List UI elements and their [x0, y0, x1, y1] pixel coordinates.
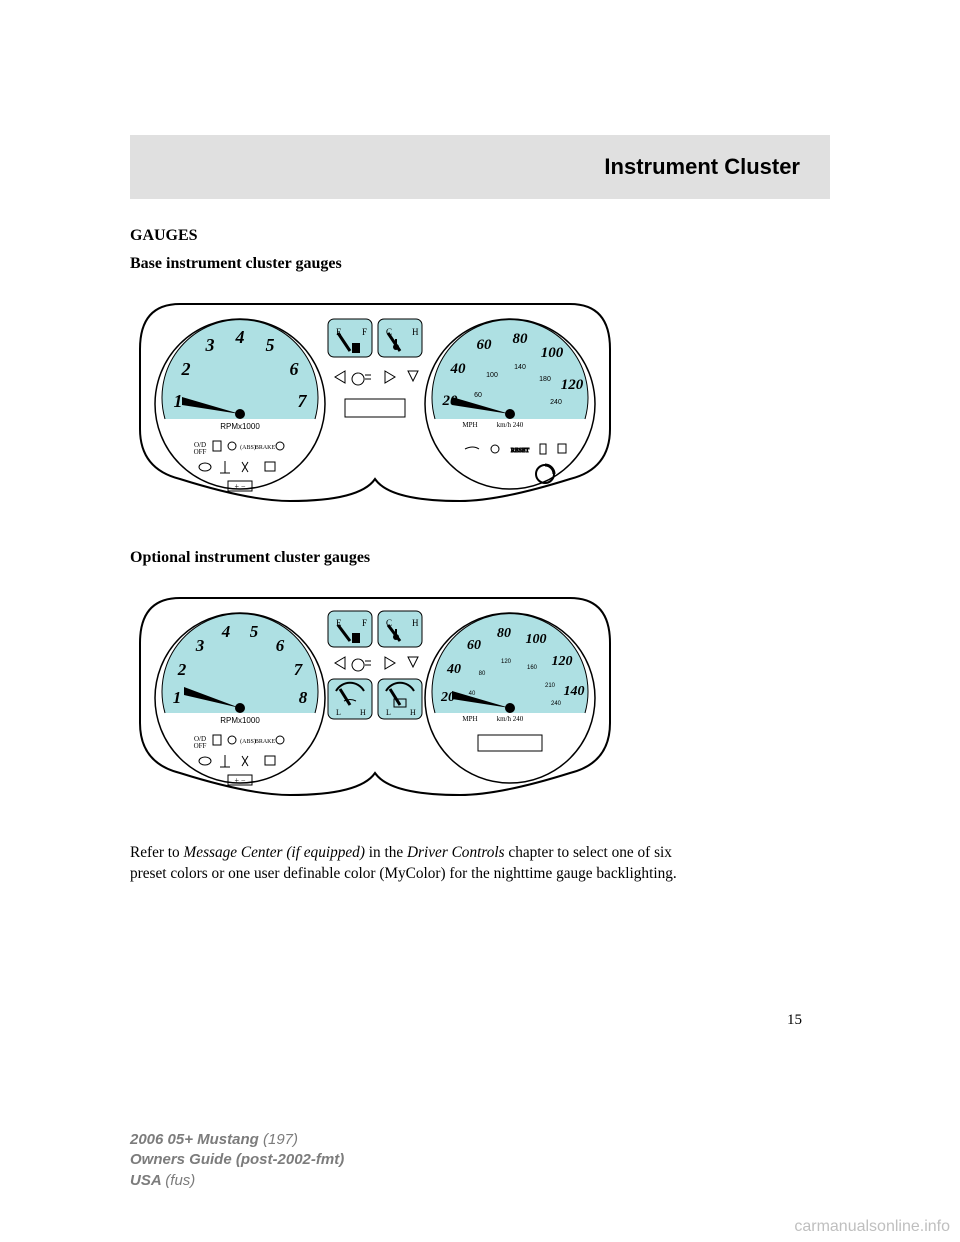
footer-model: 2006 05+ Mustang [130, 1131, 263, 1148]
text-msg-center: Message Center (if equipped) [184, 844, 365, 861]
svg-text:140: 140 [564, 684, 585, 699]
svg-text:160: 160 [527, 665, 538, 671]
svg-text:F: F [362, 618, 367, 628]
base-cluster-svg: 1 2 3 4 5 6 7 RPMx1000 O/DOFF (ABS) [130, 289, 620, 509]
svg-text:3: 3 [195, 636, 205, 655]
page-content: Instrument Cluster GAUGES Base instrumen… [0, 0, 960, 884]
temp-gauge: C H [378, 319, 422, 357]
svg-text:240: 240 [550, 399, 562, 406]
svg-text:80: 80 [497, 626, 511, 641]
subheading-optional: Optional instrument cluster gauges [130, 549, 830, 567]
svg-text:+ −: + − [234, 776, 246, 785]
section-heading-gauges: GAUGES [130, 227, 830, 245]
svg-text:100: 100 [486, 372, 498, 379]
svg-text:180: 180 [539, 376, 551, 383]
svg-text:RESET: RESET [511, 448, 530, 454]
svg-text:1: 1 [173, 688, 182, 707]
svg-text:H: H [412, 618, 419, 628]
svg-text:80: 80 [479, 671, 486, 677]
text-in-the: in the [365, 844, 407, 861]
figure-base-cluster: 1 2 3 4 5 6 7 RPMx1000 O/DOFF (ABS) [130, 289, 830, 509]
svg-text:120: 120 [552, 654, 573, 669]
svg-text:OFF: OFF [194, 448, 207, 456]
svg-text:120: 120 [501, 659, 512, 665]
svg-text:H: H [410, 708, 416, 717]
subheading-base: Base instrument cluster gauges [130, 255, 830, 273]
odometer-display [345, 399, 405, 417]
svg-text:100: 100 [526, 632, 547, 647]
svg-text:F: F [362, 327, 367, 337]
optional-cluster-svg: 1 2 3 4 5 6 7 8 RPMx1000 O/DOFF (ABS) [130, 583, 620, 803]
svg-text:(ABS): (ABS) [240, 444, 256, 451]
figure-optional-cluster: 1 2 3 4 5 6 7 8 RPMx1000 O/DOFF (ABS) [130, 583, 830, 803]
svg-text:40: 40 [469, 691, 476, 697]
svg-text:140: 140 [514, 364, 526, 371]
footer-region: USA [130, 1172, 165, 1189]
svg-text:BRAKE: BRAKE [255, 739, 276, 745]
footer-region-code: (fus) [165, 1172, 195, 1189]
svg-text:5: 5 [266, 335, 275, 355]
temp-gauge: C H [378, 611, 422, 647]
svg-text:km/h 240: km/h 240 [497, 715, 524, 723]
svg-text:BRAKE: BRAKE [255, 445, 276, 451]
svg-text:(ABS): (ABS) [240, 738, 256, 745]
body-paragraph: Refer to Message Center (if equipped) in… [130, 843, 690, 884]
svg-text:120: 120 [561, 377, 584, 393]
svg-text:80: 80 [513, 331, 529, 347]
svg-text:60: 60 [467, 638, 481, 653]
text-refer: Refer to [130, 844, 184, 861]
footer-block: 2006 05+ Mustang (197) Owners Guide (pos… [130, 1130, 344, 1191]
svg-text:H: H [412, 327, 419, 337]
svg-text:40: 40 [446, 662, 461, 677]
svg-text:210: 210 [545, 683, 556, 689]
svg-text:+ −: + − [234, 482, 246, 491]
svg-text:60: 60 [477, 337, 493, 353]
fuel-gauge: E F [328, 319, 372, 357]
svg-text:7: 7 [298, 391, 308, 411]
text-driver-controls: Driver Controls [407, 844, 505, 861]
svg-text:8: 8 [299, 688, 308, 707]
svg-text:4: 4 [235, 327, 245, 347]
svg-text:6: 6 [290, 359, 299, 379]
svg-text:2: 2 [181, 359, 191, 379]
chapter-title: Instrument Cluster [604, 154, 800, 180]
svg-text:2: 2 [177, 660, 187, 679]
svg-text:100: 100 [541, 345, 564, 361]
fuel-gauge: E F [328, 611, 372, 647]
svg-text:240: 240 [551, 701, 562, 707]
svg-text:L: L [386, 708, 391, 717]
odometer-display [478, 735, 542, 751]
svg-text:4: 4 [221, 622, 231, 641]
svg-text:1: 1 [174, 391, 183, 411]
svg-text:OFF: OFF [194, 742, 207, 750]
footer-guide: Owners Guide (post-2002-fmt) [130, 1150, 344, 1170]
svg-text:60: 60 [474, 392, 482, 399]
svg-text:km/h 240: km/h 240 [497, 421, 524, 429]
svg-text:3: 3 [205, 335, 215, 355]
page-number: 15 [787, 1012, 802, 1029]
svg-text:L: L [336, 708, 341, 717]
svg-text:MPH: MPH [462, 421, 477, 429]
svg-text:6: 6 [276, 636, 285, 655]
chapter-header-bar: Instrument Cluster [130, 135, 830, 199]
svg-text:RPMx1000: RPMx1000 [220, 422, 260, 431]
svg-text:5: 5 [250, 622, 259, 641]
volt-gauge: L H [378, 679, 422, 719]
svg-text:MPH: MPH [462, 715, 477, 723]
svg-text:40: 40 [450, 361, 467, 377]
footer-model-code: (197) [263, 1131, 298, 1148]
oil-gauge: L H [328, 679, 372, 719]
svg-text:RPMx1000: RPMx1000 [220, 716, 260, 725]
watermark-text: carmanualsonline.info [794, 1218, 950, 1236]
svg-text:H: H [360, 708, 366, 717]
